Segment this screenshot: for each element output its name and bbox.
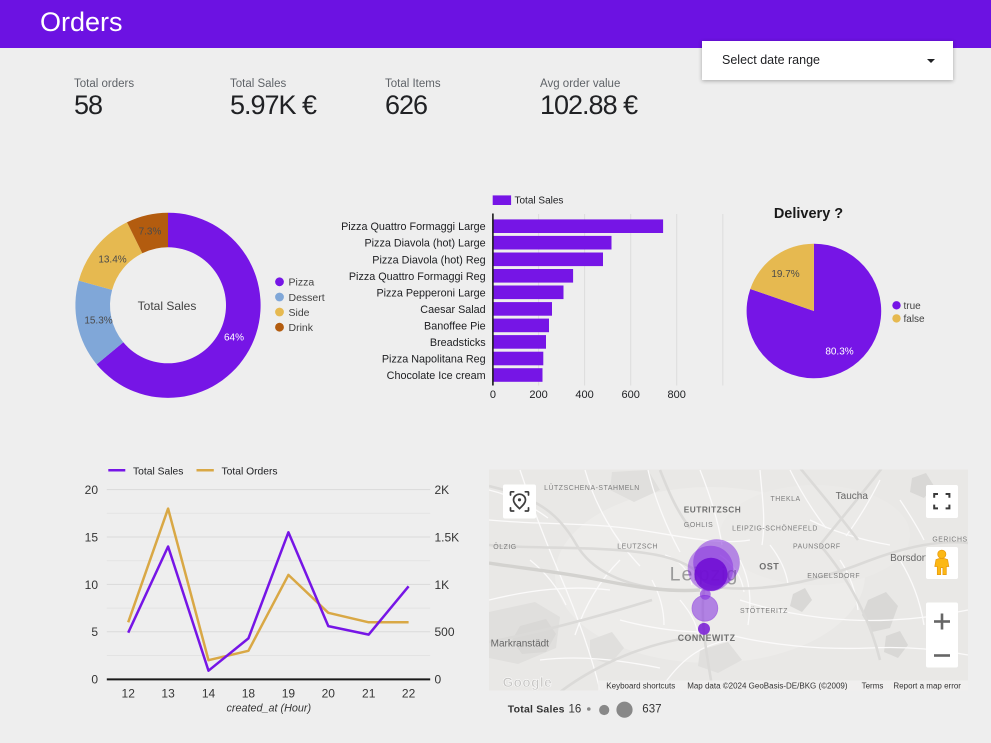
- svg-text:400: 400: [575, 389, 593, 401]
- svg-text:PAUNSDORF: PAUNSDORF: [793, 544, 841, 551]
- svg-text:1.5K: 1.5K: [435, 530, 460, 544]
- svg-text:Drink: Drink: [289, 322, 314, 334]
- svg-text:19.7%: 19.7%: [771, 269, 799, 280]
- svg-text:Markranstädt: Markranstädt: [491, 639, 550, 650]
- svg-text:Total Sales: Total Sales: [138, 299, 197, 313]
- svg-text:20: 20: [322, 687, 336, 701]
- svg-text:Chocolate Ice cream: Chocolate Ice cream: [387, 370, 486, 382]
- svg-text:15: 15: [85, 530, 99, 544]
- svg-text:Taucha: Taucha: [836, 491, 869, 502]
- svg-text:800: 800: [668, 389, 686, 401]
- svg-text:Side: Side: [289, 307, 310, 319]
- svg-text:Pizza Napolitana Reg: Pizza Napolitana Reg: [382, 354, 486, 366]
- svg-text:Pizza Quattro Formaggi Large: Pizza Quattro Formaggi Large: [341, 221, 486, 233]
- svg-text:Keyboard shortcuts: Keyboard shortcuts: [606, 682, 675, 691]
- svg-text:Google: Google: [503, 675, 552, 690]
- svg-text:created_at (Hour): created_at (Hour): [226, 703, 311, 715]
- svg-text:20: 20: [85, 483, 99, 497]
- svg-text:0: 0: [91, 673, 98, 687]
- svg-text:Pizza Quattro Formaggi Reg: Pizza Quattro Formaggi Reg: [349, 271, 486, 283]
- svg-text:1K: 1K: [435, 578, 450, 592]
- svg-text:Dessert: Dessert: [289, 292, 325, 304]
- svg-text:Banoffee Pie: Banoffee Pie: [424, 320, 486, 332]
- svg-text:21: 21: [362, 687, 376, 701]
- svg-text:ENGELSDORF: ENGELSDORF: [807, 573, 860, 580]
- svg-text:637: 637: [642, 704, 661, 716]
- svg-text:Total Sales: Total Sales: [508, 704, 565, 716]
- svg-text:false: false: [904, 314, 926, 325]
- svg-text:Report a map error: Report a map error: [893, 682, 961, 691]
- svg-text:19: 19: [282, 687, 296, 701]
- svg-text:Total Sales: Total Sales: [133, 466, 183, 477]
- svg-text:600: 600: [622, 389, 640, 401]
- svg-text:Pizza Diavola (hot) Reg: Pizza Diavola (hot) Reg: [372, 254, 485, 266]
- svg-text:LÜTZSCHENA-STAHMELN: LÜTZSCHENA-STAHMELN: [544, 484, 640, 492]
- svg-text:13.4%: 13.4%: [98, 255, 126, 266]
- svg-text:Map data ©2024 GeoBasis-DE/BKG: Map data ©2024 GeoBasis-DE/BKG (©2009): [687, 682, 848, 691]
- svg-text:Terms: Terms: [862, 682, 884, 691]
- svg-text:EUTRITZSCH: EUTRITZSCH: [684, 504, 742, 514]
- svg-text:10: 10: [85, 578, 99, 592]
- svg-text:LEIPZIG-SCHÖNEFELD: LEIPZIG-SCHÖNEFELD: [732, 525, 818, 533]
- svg-text:16: 16: [569, 704, 582, 716]
- svg-text:Caesar Salad: Caesar Salad: [420, 304, 485, 316]
- svg-text:5: 5: [91, 625, 98, 639]
- svg-text:500: 500: [435, 625, 455, 639]
- svg-text:22: 22: [402, 687, 416, 701]
- svg-text:Total Sales: Total Sales: [515, 196, 564, 207]
- svg-text:18: 18: [242, 687, 256, 701]
- svg-text:Pizza Pepperoni Large: Pizza Pepperoni Large: [376, 287, 485, 299]
- svg-text:OST: OST: [759, 562, 779, 572]
- svg-text:LEUTZSCH: LEUTZSCH: [617, 544, 658, 551]
- svg-text:12: 12: [122, 687, 136, 701]
- svg-text:Breadsticks: Breadsticks: [430, 337, 486, 349]
- svg-text:Delivery ?: Delivery ?: [774, 206, 843, 222]
- svg-text:0: 0: [435, 673, 442, 687]
- svg-text:Total Orders: Total Orders: [222, 466, 278, 477]
- svg-text:ÖLZIG: ÖLZIG: [493, 543, 516, 551]
- svg-text:THEKLA: THEKLA: [771, 496, 801, 503]
- svg-text:STÖTTERITZ: STÖTTERITZ: [740, 607, 788, 615]
- svg-text:7.3%: 7.3%: [139, 227, 162, 238]
- svg-text:true: true: [904, 301, 922, 312]
- svg-text:14: 14: [202, 687, 216, 701]
- svg-text:GOHLIS: GOHLIS: [684, 522, 713, 529]
- svg-text:15.3%: 15.3%: [84, 316, 112, 327]
- svg-text:13: 13: [161, 687, 175, 701]
- svg-text:2K: 2K: [435, 483, 450, 497]
- svg-text:Pizza: Pizza: [289, 277, 315, 289]
- svg-text:GERICHS: GERICHS: [932, 537, 967, 544]
- svg-text:80.3%: 80.3%: [825, 347, 853, 358]
- svg-text:Borsdorf: Borsdorf: [890, 553, 928, 564]
- svg-text:64%: 64%: [224, 333, 244, 344]
- svg-text:Pizza Diavola (hot) Large: Pizza Diavola (hot) Large: [364, 238, 485, 250]
- svg-text:0: 0: [490, 389, 496, 401]
- svg-text:200: 200: [529, 389, 547, 401]
- svg-text:CONNEWITZ: CONNEWITZ: [678, 633, 736, 643]
